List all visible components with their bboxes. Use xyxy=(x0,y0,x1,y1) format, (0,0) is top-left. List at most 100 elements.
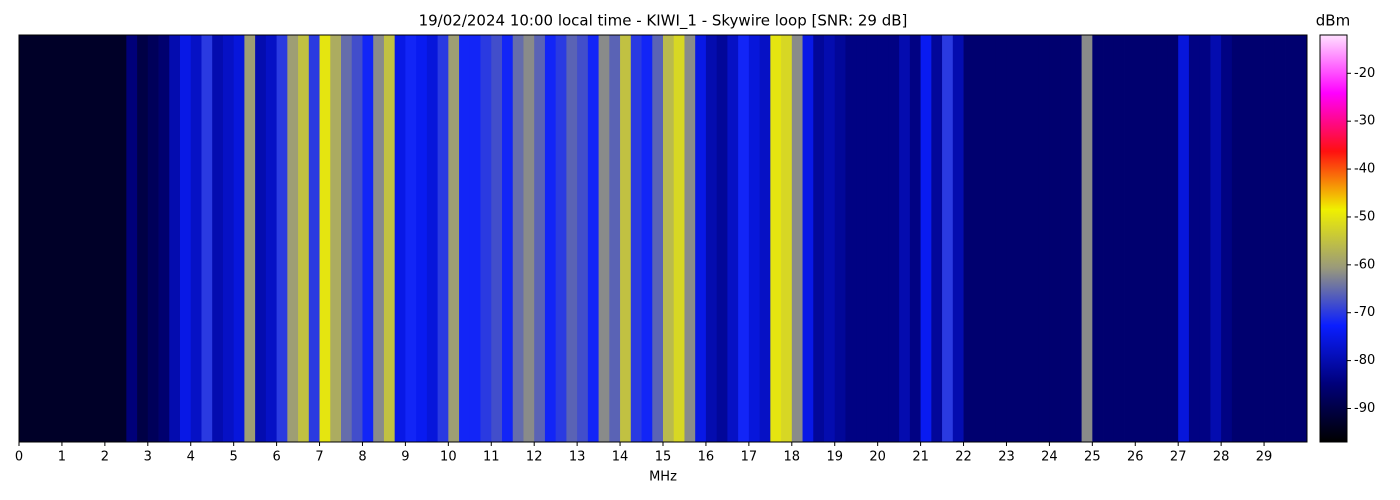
x-tick-label: 12 xyxy=(526,450,543,465)
heatmap-cell xyxy=(1135,35,1147,442)
heatmap-cell xyxy=(1081,35,1093,442)
heatmap-cell xyxy=(405,35,417,442)
heatmap-cell xyxy=(126,35,138,442)
x-tick-label: 8 xyxy=(358,450,366,465)
heatmap-cell xyxy=(995,35,1007,442)
heatmap-cell xyxy=(1296,35,1308,442)
heatmap-cell xyxy=(426,35,438,442)
heatmap-cell xyxy=(1027,35,1040,442)
heatmap-cell xyxy=(1199,35,1211,442)
heatmap-cell xyxy=(1049,35,1061,442)
heatmap-cell xyxy=(899,35,911,442)
heatmap-cell xyxy=(985,35,997,442)
heatmap-cell xyxy=(1264,35,1276,442)
heatmap-cell xyxy=(491,35,503,442)
heatmap-cell xyxy=(469,35,481,442)
heatmap-cell xyxy=(845,35,857,442)
heatmap-cell xyxy=(169,35,181,442)
heatmap-cell xyxy=(94,35,106,442)
heatmap-cell xyxy=(630,35,642,442)
heatmap-cell xyxy=(19,35,31,442)
x-tick-label: 2 xyxy=(101,450,109,465)
x-tick-label: 14 xyxy=(612,450,629,465)
heatmap-cell xyxy=(641,35,653,442)
x-tick-label: 3 xyxy=(144,450,152,465)
heatmap-cell xyxy=(1221,35,1233,442)
heatmap-cell xyxy=(1188,35,1201,442)
heatmap-cell xyxy=(577,35,589,442)
heatmap-cell xyxy=(437,35,449,442)
heatmap-cell xyxy=(1124,35,1136,442)
x-tick-label: 0 xyxy=(15,450,23,465)
x-tick-label: 9 xyxy=(401,450,409,465)
x-tick-label: 27 xyxy=(1170,450,1187,465)
heatmap-cell xyxy=(1092,35,1104,442)
heatmap-cell xyxy=(609,35,621,442)
heatmap-cell xyxy=(158,35,170,442)
heatmap-cell xyxy=(502,35,514,442)
heatmap-cell xyxy=(544,35,557,442)
heatmap-cell xyxy=(115,35,127,442)
heatmap-cell xyxy=(1285,35,1297,442)
x-tick-label: 16 xyxy=(698,450,715,465)
colorbar-tick-label: -40 xyxy=(1354,162,1375,177)
heatmap-cell xyxy=(738,35,750,442)
heatmap-cell xyxy=(963,35,975,442)
heatmap-cell xyxy=(684,35,696,442)
heatmap-cell xyxy=(620,35,632,442)
heatmap-cell xyxy=(362,35,374,442)
heatmap-cell xyxy=(201,35,213,442)
heatmap-cell xyxy=(534,35,546,442)
heatmap-cell xyxy=(1253,35,1265,442)
x-tick-label: 24 xyxy=(1041,450,1058,465)
heatmap-cell xyxy=(942,35,954,442)
heatmap-cell xyxy=(341,35,353,442)
heatmap-cell xyxy=(587,35,599,442)
heatmap-cell xyxy=(255,35,267,442)
heatmap-cell xyxy=(190,35,202,442)
heatmap-cell xyxy=(1006,35,1018,442)
x-tick-label: 22 xyxy=(955,450,972,465)
heatmap-cell xyxy=(931,35,943,442)
heatmap-cell xyxy=(1038,35,1050,442)
heatmap-cell xyxy=(652,35,664,442)
x-tick-label: 11 xyxy=(483,450,500,465)
colorbar-tick-label: -50 xyxy=(1354,209,1375,224)
heatmap-cell xyxy=(383,35,396,442)
heatmap-cell xyxy=(40,35,52,442)
x-tick-label: 17 xyxy=(741,450,758,465)
heatmap-cell xyxy=(813,35,825,442)
heatmap-cell xyxy=(523,35,535,442)
x-tick-label: 28 xyxy=(1213,450,1230,465)
heatmap-cell xyxy=(319,35,331,442)
heatmap-cell xyxy=(866,35,879,442)
heatmap-cell xyxy=(212,35,224,442)
heatmap-cell xyxy=(920,35,932,442)
heatmap-cell xyxy=(877,35,889,442)
heatmap-cell xyxy=(802,35,814,442)
heatmap-cell xyxy=(180,35,192,442)
heatmap-cell xyxy=(1167,35,1179,442)
heatmap-cell xyxy=(748,35,760,442)
x-axis-label: MHz xyxy=(649,470,677,485)
heatmap-cell xyxy=(1178,35,1190,442)
heatmap-cell xyxy=(394,35,406,442)
heatmap-cell xyxy=(791,35,803,442)
heatmap-cell xyxy=(663,35,675,442)
colorbar-tick-label: -60 xyxy=(1354,257,1375,272)
heatmap-cell xyxy=(512,35,524,442)
heatmap-cell xyxy=(1017,35,1029,442)
heatmap-cell xyxy=(104,35,116,442)
heatmap-cell xyxy=(61,35,74,442)
heatmap-cell xyxy=(308,35,320,442)
heatmap-cell xyxy=(727,35,739,442)
heatmap-cell xyxy=(1103,35,1115,442)
heatmap-cell xyxy=(824,35,836,442)
heatmap-cell xyxy=(330,35,342,442)
heatmap-cell xyxy=(480,35,492,442)
heatmap-cell xyxy=(244,35,256,442)
x-tick-label: 18 xyxy=(784,450,801,465)
x-tick-label: 7 xyxy=(315,450,323,465)
heatmap-cell xyxy=(695,35,707,442)
colorbar-label: dBm xyxy=(1316,12,1350,30)
